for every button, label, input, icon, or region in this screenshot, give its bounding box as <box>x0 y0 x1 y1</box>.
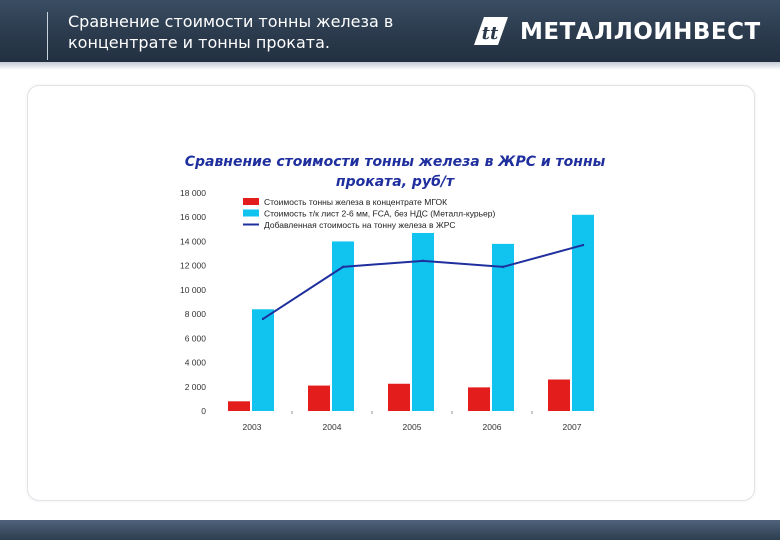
header-divider <box>47 12 48 60</box>
y-tick-label: 16 000 <box>180 212 206 222</box>
page-title: Сравнение стоимости тонны железа в конце… <box>68 11 438 53</box>
footer-bar <box>0 520 780 540</box>
y-tick-label: 2 000 <box>185 382 207 392</box>
x-tick-label: 2006 <box>483 422 502 432</box>
x-tick-label: 2007 <box>563 422 582 432</box>
bar-rolled-steel <box>572 214 594 411</box>
page-title-line-1: Сравнение стоимости тонны железа в <box>68 12 394 31</box>
bar-concentrate <box>308 385 330 411</box>
plot-area: 0 2 000 4 000 6 000 8 000 10 000 12 000 14 000 1… <box>180 188 594 432</box>
y-tick-label: 14 000 <box>180 236 206 246</box>
line-point <box>501 265 505 269</box>
line-point <box>341 265 345 269</box>
bar-concentrate <box>388 383 410 411</box>
header-shadow <box>0 62 780 70</box>
x-tick-label: 2004 <box>323 422 342 432</box>
header-bar: Сравнение стоимости тонны железа в конце… <box>0 0 780 62</box>
bar-rolled-steel <box>412 232 434 411</box>
legend-label: Стоимость т/к лист 2-6 мм, FCA, без НДС … <box>264 209 496 219</box>
bar-concentrate <box>468 387 490 411</box>
chart-title-line-2: проката, руб/т <box>336 174 455 190</box>
svg-text:tt: tt <box>482 23 499 44</box>
bar-concentrate <box>228 401 250 411</box>
y-tick-label: 0 <box>201 406 206 416</box>
legend-swatch <box>243 198 259 205</box>
bar-rolled-steel <box>492 243 514 411</box>
chart-card <box>27 85 755 501</box>
line-point <box>261 317 265 321</box>
line-point <box>421 259 425 263</box>
x-tick-label: 2005 <box>403 422 422 432</box>
bar-concentrate <box>548 379 570 411</box>
chart-title-line-1: Сравнение стоимости тонны железа в ЖРС и… <box>185 154 606 170</box>
y-tick-label: 8 000 <box>185 309 207 319</box>
bar-rolled-steel <box>252 309 274 411</box>
x-tick-label: 2003 <box>243 422 262 432</box>
bar-rolled-steel <box>332 241 354 411</box>
brand-logo: tt МЕТАЛЛОИНВЕСТ <box>470 15 760 47</box>
legend-label: Стоимость тонны железа в концентрате МГО… <box>264 197 447 207</box>
legend-label: Добавленная стоимость на тонну железа в … <box>264 220 455 230</box>
page-title-line-2: концентрате и тонны проката. <box>68 33 330 52</box>
y-tick-label: 12 000 <box>180 261 206 271</box>
metalloinvest-logo-icon: tt <box>474 17 508 45</box>
legend-swatch <box>243 209 259 217</box>
brand-name: МЕТАЛЛОИНВЕСТ <box>520 19 761 45</box>
chart-legend: Стоимость тонны железа в концентрате МГО… <box>243 197 496 230</box>
y-tick-label: 18 000 <box>180 188 206 198</box>
line-point <box>581 243 585 247</box>
y-tick-label: 6 000 <box>185 333 207 343</box>
y-tick-label: 4 000 <box>185 358 207 368</box>
y-tick-label: 10 000 <box>180 285 206 295</box>
